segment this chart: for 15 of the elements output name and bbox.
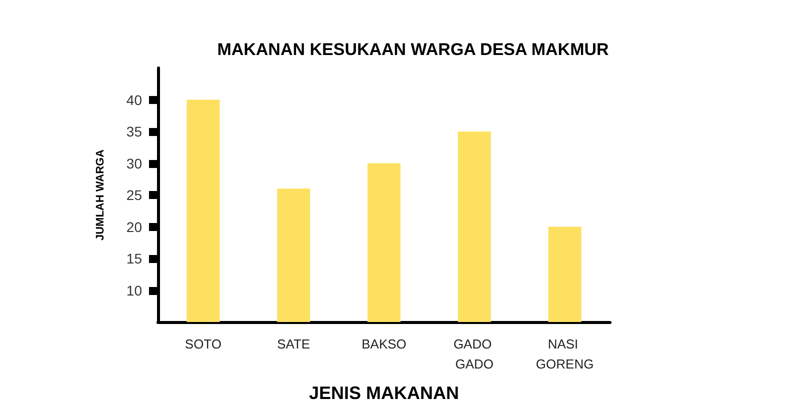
y-tick-label: 15 (126, 250, 142, 266)
x-tick-label: BAKSO (362, 336, 406, 352)
y-tick-label: 20 (126, 218, 142, 235)
x-tick-label: SOTO (184, 336, 222, 352)
x-tick-label: SATE (277, 336, 310, 352)
y-tick-label: 40 (126, 92, 142, 108)
x-tick-label: GADO GADO (453, 336, 496, 372)
x-axis-title: JENIS MAKANAN (308, 383, 460, 403)
x-tick-label: NASI GORENG (536, 336, 594, 372)
y-tick-label: 35 (126, 124, 142, 140)
chart-title: MAKANAN KESUKAAN WARGA DESA MAKMUR (217, 40, 609, 59)
y-tick-label: 10 (126, 282, 142, 298)
y-axis-title: JUMLAH WARGA (94, 149, 106, 241)
y-tick-label: 25 (126, 187, 142, 203)
y-tick-label: 30 (126, 155, 142, 172)
